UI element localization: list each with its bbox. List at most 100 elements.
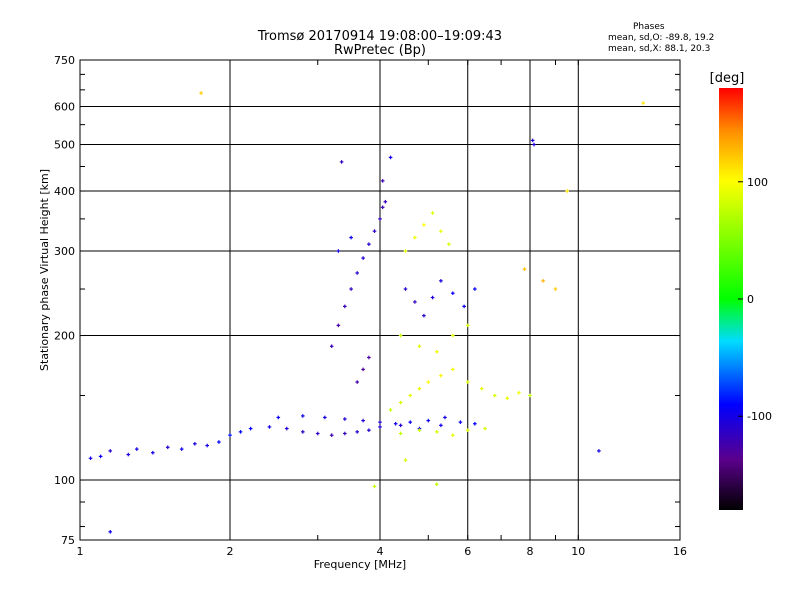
data-point xyxy=(541,279,545,283)
x-tick-label: 4 xyxy=(377,545,384,558)
data-point xyxy=(403,249,408,253)
data-point xyxy=(553,287,558,291)
y-tick-label: 600 xyxy=(54,101,75,114)
chart-title-line1: Tromsø 20170914 19:08:00–19:09:43 xyxy=(257,29,503,44)
data-point xyxy=(434,482,439,487)
data-point xyxy=(403,287,408,291)
data-point xyxy=(430,295,435,300)
data-point xyxy=(248,426,253,431)
data-point xyxy=(329,433,334,437)
y-tick-label: 75 xyxy=(61,534,75,547)
data-point xyxy=(393,421,398,426)
stats-title: Phases xyxy=(633,22,665,32)
x-tick-label: 1 xyxy=(77,545,84,558)
data-point xyxy=(336,323,341,328)
data-point xyxy=(361,256,365,260)
data-point xyxy=(532,142,536,147)
data-point xyxy=(372,229,377,233)
data-point xyxy=(126,452,131,457)
data-point xyxy=(465,428,470,433)
data-point xyxy=(165,445,170,450)
data-point xyxy=(426,418,431,423)
data-point xyxy=(267,425,272,429)
data-point xyxy=(88,456,93,461)
data-point xyxy=(388,155,393,160)
data-point xyxy=(108,449,113,453)
data-point xyxy=(458,420,463,424)
data-point xyxy=(398,333,403,338)
data-point xyxy=(199,91,203,95)
data-point xyxy=(408,420,413,424)
y-tick-label: 400 xyxy=(54,185,75,198)
data-point xyxy=(465,380,470,384)
data-point xyxy=(323,415,327,420)
data-point xyxy=(522,267,527,271)
data-point xyxy=(378,217,382,221)
data-point xyxy=(284,426,289,431)
data-point xyxy=(276,415,281,420)
y-tick-label: 750 xyxy=(54,54,75,67)
data-point xyxy=(408,393,413,398)
data-point xyxy=(134,447,139,451)
x-tick-label: 16 xyxy=(673,545,687,558)
data-point xyxy=(413,300,417,304)
data-point xyxy=(417,428,422,433)
data-point xyxy=(403,458,408,462)
data-point xyxy=(343,431,347,436)
data-point xyxy=(238,430,243,434)
data-point xyxy=(217,440,221,444)
data-point xyxy=(349,235,353,240)
data-point xyxy=(439,423,443,428)
data-point xyxy=(380,179,385,183)
data-point xyxy=(301,414,305,418)
data-point xyxy=(372,484,377,489)
x-tick-label: 8 xyxy=(527,545,534,558)
x-axis-label: Frequency [MHz] xyxy=(314,558,406,571)
data-point xyxy=(367,428,371,433)
data-point xyxy=(417,344,422,349)
data-point xyxy=(439,279,443,283)
y-tick-label: 300 xyxy=(54,245,75,258)
data-point xyxy=(355,430,359,434)
data-point xyxy=(505,396,509,401)
data-point xyxy=(434,349,439,354)
data-point xyxy=(430,211,435,215)
colorbar-label: [deg] xyxy=(710,71,745,86)
data-point xyxy=(388,408,393,412)
data-point xyxy=(378,420,382,424)
data-point xyxy=(367,355,371,360)
data-point xyxy=(329,344,334,349)
x-tick-label: 2 xyxy=(227,545,234,558)
data-point xyxy=(193,441,197,446)
data-point xyxy=(108,530,113,534)
data-point xyxy=(426,380,431,384)
stats-x-mode: mean, sd,X: 88.1, 20.3 xyxy=(608,44,711,54)
data-point xyxy=(315,431,320,436)
data-point xyxy=(528,393,532,398)
colorbar-tick-label: 100 xyxy=(747,176,768,189)
data-point xyxy=(398,400,403,405)
data-point xyxy=(422,223,426,227)
data-point xyxy=(367,242,371,246)
x-tick-label: 10 xyxy=(571,545,585,558)
data-point xyxy=(451,291,455,296)
data-point xyxy=(451,433,455,437)
colorbar-tick-label: -100 xyxy=(747,410,772,423)
data-point xyxy=(179,447,184,451)
data-point xyxy=(473,421,477,426)
data-point xyxy=(565,189,569,193)
y-tick-label: 100 xyxy=(54,474,75,487)
y-tick-label: 200 xyxy=(54,330,75,343)
data-point xyxy=(398,431,403,436)
data-point xyxy=(349,287,353,291)
data-point xyxy=(597,449,601,453)
data-point xyxy=(361,418,365,423)
data-point xyxy=(151,450,155,455)
data-point xyxy=(517,390,521,395)
y-axis-label: Stationary phase Virtual Height [km] xyxy=(38,169,51,371)
data-point xyxy=(483,426,487,431)
data-point xyxy=(530,138,535,143)
data-point xyxy=(439,229,443,233)
data-point xyxy=(439,373,443,378)
